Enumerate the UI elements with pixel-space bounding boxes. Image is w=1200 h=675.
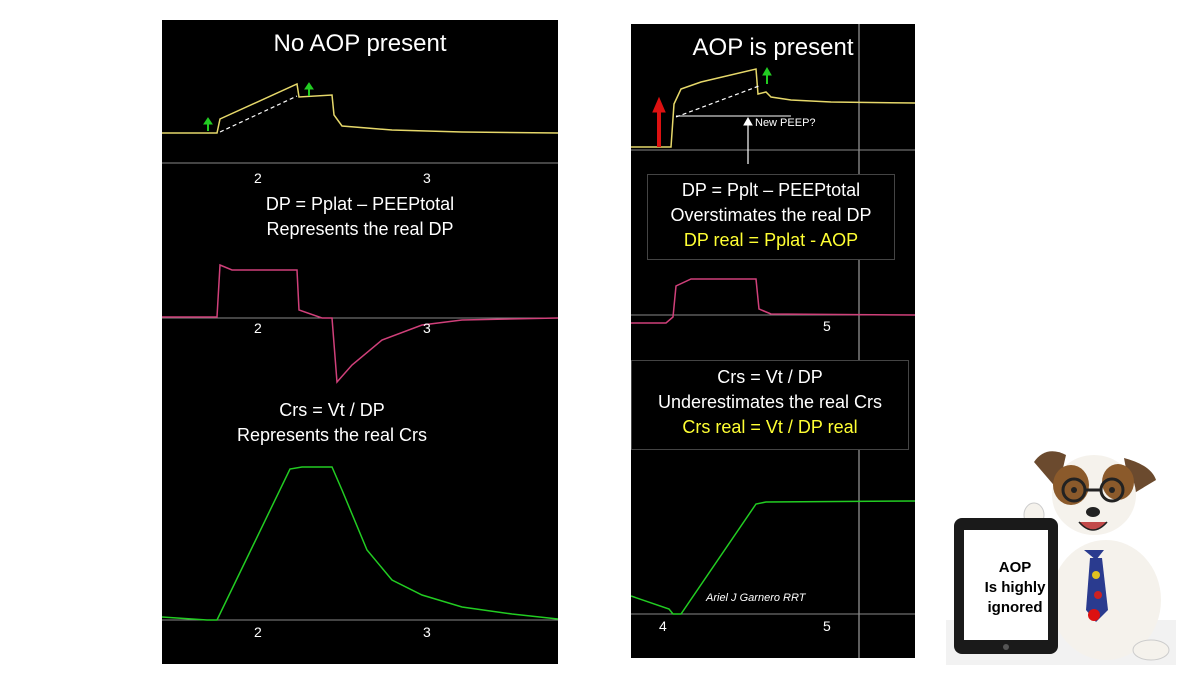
dp-real-formula: DP real = Pplat - AOP (683, 230, 859, 250)
new-peep-label: New PEEP? (755, 117, 816, 129)
right-waveforms (631, 24, 915, 658)
tick-label: 2 (254, 320, 262, 336)
crs-real-formula: Crs real = Vt / DP real (682, 417, 858, 437)
right-title: AOP is present (692, 34, 854, 61)
left-waveforms (162, 82, 558, 621)
left-waveform-panel: No AOP present 2 3 DP = Pplat – PEEPtota… (162, 20, 558, 664)
flow-trace (162, 263, 558, 384)
dp-formula: DP = Pplt – PEEPtotal (681, 180, 861, 200)
dashed-baseline (675, 85, 760, 118)
tick-label: 2 (254, 170, 262, 186)
crs-note: Represents the real Crs (236, 425, 428, 445)
crs-note: Underestimates the real Crs (657, 392, 883, 412)
dog-nose (1086, 507, 1100, 517)
dp-box: DP = Pplt – PEEPtotal Overstimates the r… (647, 174, 895, 260)
tie-knot (1084, 550, 1104, 560)
dog-mouth (1078, 521, 1108, 531)
dog-paw-front (1132, 639, 1170, 661)
dog-with-tablet-illustration (946, 451, 1176, 665)
tie (1086, 558, 1108, 622)
green-arrow-1 (203, 117, 213, 131)
white-arrow (743, 116, 753, 164)
tablet-home-button (1003, 644, 1009, 650)
dp-caption: DP = Pplat – PEEPtotal Represents the re… (162, 192, 558, 242)
crs-formula: Crs = Vt / DP (279, 400, 385, 420)
dashed-baseline (219, 95, 298, 133)
tick-label: 4 (659, 618, 667, 634)
tick-label: 3 (423, 320, 431, 336)
pressure-trace (162, 82, 558, 134)
crs-formula: Crs = Vt / DP (717, 367, 823, 387)
tick-label: 3 (423, 624, 431, 640)
tick-label: 2 (254, 624, 262, 640)
dog-head-patch-left (1053, 465, 1089, 505)
green-arrow (762, 66, 772, 84)
crs-caption: Crs = Vt / DP Represents the real Crs (162, 398, 502, 448)
tablet-screen (964, 530, 1048, 640)
volume-trace (631, 500, 915, 615)
pressure-trace (631, 68, 915, 148)
signature: Ariel J Garnero RRT (706, 592, 806, 604)
tick-label: 3 (423, 170, 431, 186)
red-arrow (652, 96, 666, 147)
dp-formula: DP = Pplat – PEEPtotal (265, 194, 455, 214)
flow-trace (631, 278, 915, 324)
crs-box: Crs = Vt / DP Underestimates the real Cr… (631, 360, 909, 450)
left-title: No AOP present (273, 30, 447, 57)
dp-note: Overstimates the real DP (670, 205, 872, 225)
tablet-line: AOP (998, 559, 1032, 576)
tick-label: 5 (823, 618, 831, 634)
tick-label: 5 (823, 318, 831, 334)
tablet-text: AOP Is highly ignored (970, 558, 1060, 618)
green-arrow-2 (304, 82, 314, 96)
volume-trace (162, 466, 558, 621)
tablet-line: Is highly (984, 579, 1046, 596)
right-waveform-panel: AOP is present New PEEP? DP = Pplt – PEE… (631, 24, 915, 658)
tablet-line: ignored (987, 599, 1043, 616)
dp-note: Represents the real DP (266, 219, 454, 239)
